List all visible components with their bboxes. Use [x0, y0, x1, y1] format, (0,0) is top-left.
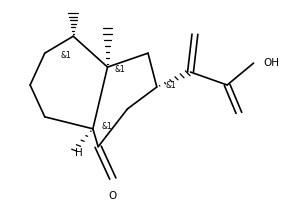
Text: OH: OH [264, 58, 280, 68]
Text: O: O [109, 191, 117, 201]
Text: &1: &1 [165, 81, 176, 90]
Text: H: H [75, 148, 83, 158]
Text: &1: &1 [114, 65, 125, 74]
Text: &1: &1 [101, 122, 112, 131]
Text: &1: &1 [60, 51, 71, 60]
